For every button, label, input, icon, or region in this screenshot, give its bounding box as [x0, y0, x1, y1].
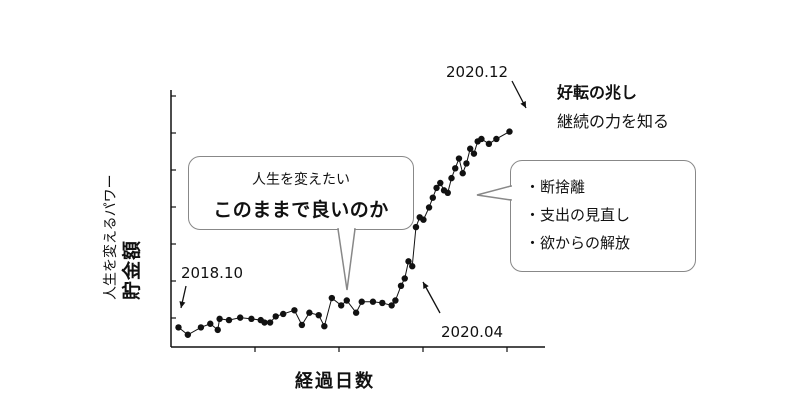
data-point	[470, 150, 478, 157]
chart-axes	[170, 90, 545, 352]
callout-question: 人生を変えたい このままで良いのか	[188, 156, 414, 230]
data-point	[493, 135, 500, 143]
data-point	[266, 319, 274, 326]
data-point	[478, 135, 485, 143]
data-point	[444, 189, 451, 196]
data-point	[321, 322, 328, 330]
data-point	[420, 216, 427, 223]
data-point	[272, 313, 279, 320]
data-point	[448, 174, 455, 182]
data-point	[412, 223, 420, 231]
data-point	[214, 326, 221, 334]
data-point	[197, 324, 205, 331]
data-point	[433, 184, 440, 192]
mid-date-label: 2020.04	[441, 323, 503, 341]
end-date-label: 2020.12	[446, 63, 508, 81]
callout-action-item: ・支出の見直し	[525, 206, 631, 224]
start-arrow-head	[179, 301, 186, 308]
data-point	[315, 311, 322, 319]
y-axis-title: 貯金額	[121, 239, 143, 300]
data-point	[455, 155, 463, 162]
data-point	[392, 297, 399, 304]
data-point	[397, 282, 405, 290]
data-point	[216, 315, 223, 323]
data-point	[261, 319, 268, 326]
data-point	[463, 160, 470, 167]
data-point	[328, 294, 336, 302]
data-point	[184, 331, 192, 338]
data-point	[425, 204, 433, 211]
data-point	[207, 320, 214, 327]
data-point	[388, 302, 395, 309]
callout-action-item: ・欲からの解放	[525, 234, 631, 252]
data-point	[459, 170, 466, 177]
mid-arrow-head	[423, 282, 429, 289]
callout-action-item: ・断捨離	[525, 178, 586, 196]
side-note-title: 好転の兆し	[557, 83, 638, 102]
start-date-label: 2018.10	[181, 264, 243, 282]
y-axis-sublabel: 人生を変えるパワー	[103, 174, 119, 300]
data-point	[369, 298, 377, 305]
data-point	[467, 145, 474, 152]
data-point	[298, 321, 306, 329]
data-point	[175, 324, 182, 331]
data-point	[437, 179, 444, 187]
data-point	[343, 297, 350, 304]
data-point	[358, 298, 365, 305]
callout-actions: ・断捨離 ・支出の見直し ・欲からの解放	[510, 160, 696, 272]
data-point	[452, 165, 459, 172]
y-axis-label: 人生を変えるパワー 貯金額	[102, 174, 144, 300]
callout-question-main: このままで良いのか	[213, 199, 389, 221]
data-point	[306, 309, 313, 316]
data-point	[405, 258, 412, 265]
data-point	[379, 299, 386, 307]
data-point	[485, 140, 493, 148]
data-point	[409, 263, 416, 270]
data-point	[280, 310, 287, 318]
data-point	[291, 307, 298, 314]
end-arrow-head	[520, 101, 526, 108]
data-point	[401, 275, 408, 282]
data-point	[225, 316, 233, 324]
data-point	[429, 194, 436, 201]
chart-series	[175, 128, 513, 338]
data-point	[337, 302, 345, 309]
chart-annotations: 2018.10 2020.04 2020.12	[179, 63, 527, 341]
data-point	[248, 315, 255, 323]
data-point	[352, 309, 360, 316]
callout-question-sub: 人生を変えたい	[252, 172, 350, 188]
data-point	[506, 128, 513, 135]
side-note-subtitle: 継続の力を知る	[557, 112, 670, 131]
data-point	[236, 314, 244, 321]
x-axis-title: 経過日数	[295, 371, 375, 392]
